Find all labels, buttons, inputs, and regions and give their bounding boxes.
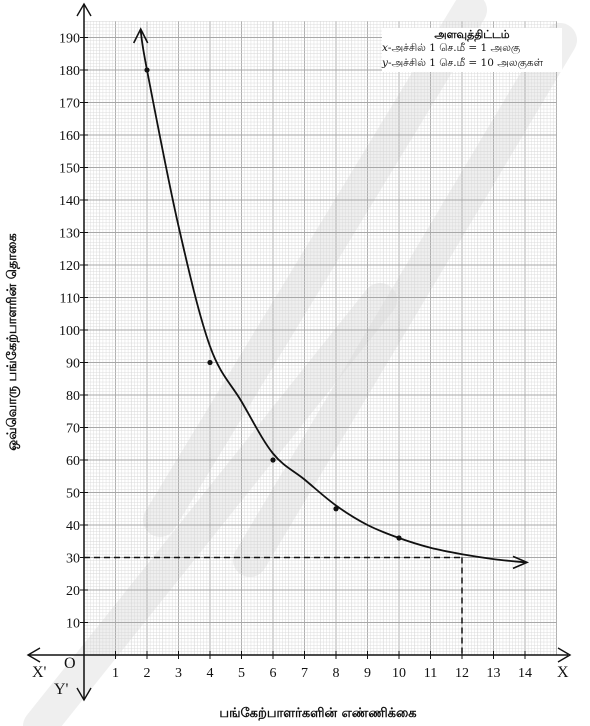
y-tick-label: 120 (59, 259, 80, 274)
grid (83, 20, 557, 656)
x-tick-label: 8 (333, 666, 340, 681)
x-tick-label: 6 (270, 666, 277, 681)
scale-legend-x: x-அச்சில் 1 செ.மீ = 1 அலகு (382, 42, 562, 55)
y-tick-label: 180 (59, 64, 80, 79)
axes (26, 2, 572, 702)
y-tick-label: 10 (66, 617, 80, 632)
x-tick-label: 7 (301, 666, 308, 681)
y-tick-label: 100 (59, 324, 80, 339)
watermark (23, 0, 577, 726)
y-tick-label: 110 (60, 292, 80, 307)
data-point (144, 67, 150, 73)
x-tick-label: 14 (518, 666, 532, 681)
scale-legend-x-text: -அச்சில் 1 செ.மீ = 1 அலகு (387, 42, 521, 54)
x-tick-label: 4 (207, 666, 214, 681)
x-tick-label: 13 (487, 666, 501, 681)
y-tick-label: 140 (59, 194, 80, 209)
y-tick-label: 30 (66, 552, 80, 567)
scale-legend-x-var: x (382, 42, 388, 54)
y-axis-title: ஒவ்வொரு பங்கேற்பாளரின் தொகை (5, 233, 20, 451)
scale-legend-y: y-அச்சில் 1 செ.மீ = 10 அலகுகள் (382, 57, 562, 70)
data-point (270, 457, 276, 463)
data-point (207, 359, 213, 366)
scale-legend-y-var: y (382, 57, 388, 69)
y-neg-label: Y' (54, 681, 69, 698)
y-axis-arrow-up (76, 2, 92, 17)
series-curve (132, 27, 530, 570)
x-axis-letter: X (557, 664, 569, 681)
guide-lines (84, 556, 463, 655)
x-tick-label: 3 (175, 666, 182, 681)
origin-label: O (64, 655, 76, 672)
curve-arrow-end (512, 555, 530, 570)
x-tick-label: 1 (112, 666, 119, 681)
x-tick-label: 11 (424, 666, 437, 681)
y-tick-label: 130 (59, 227, 80, 242)
scale-legend: அளவுத்திட்டம் x-அச்சில் 1 செ.மீ = 1 அலகு… (382, 28, 562, 72)
scale-legend-y-text: -அச்சில் 1 செ.மீ = 10 அலகுகள் (387, 57, 544, 69)
x-axis-arrow-left (26, 647, 41, 663)
data-point (396, 535, 402, 541)
x-tick-label: 5 (238, 666, 245, 681)
y-tick-label: 70 (66, 422, 80, 437)
y-axis-arrow-down (76, 687, 92, 702)
x-tick-label: 2 (144, 666, 151, 681)
data-points (144, 67, 402, 541)
axis-letters: O X' Y' X பங்கேற்பாளர்களின் எண்ணிக்கை ஒவ… (5, 233, 569, 721)
data-point (333, 506, 339, 512)
series-line (139, 30, 526, 564)
y-tick-label: 90 (66, 357, 80, 372)
x-tick-label: 12 (455, 666, 469, 681)
x-axis-arrow-right (557, 647, 572, 663)
y-tick-label: 190 (59, 32, 80, 47)
x-neg-label: X' (32, 664, 47, 681)
y-tick-label: 150 (59, 162, 80, 177)
y-tick-label: 20 (66, 584, 80, 599)
x-tick-label: 9 (364, 666, 371, 681)
curve-arrow-start (132, 27, 149, 44)
y-tick-label: 80 (66, 389, 80, 404)
scale-legend-title: அளவுத்திட்டம் (434, 28, 510, 41)
y-tick-label: 60 (66, 454, 80, 469)
y-tick-label: 50 (66, 487, 80, 502)
watermark-band (233, 23, 577, 577)
y-tick-label: 170 (59, 97, 80, 112)
tick-labels: 1 2 3 4 5 6 7 8 9 10 11 12 13 14102030405060708090100… (59, 32, 532, 682)
x-axis-title: பங்கேற்பாளர்களின் எண்ணிக்கை (219, 706, 417, 721)
y-tick-label: 40 (66, 519, 80, 534)
x-tick-label: 10 (392, 666, 406, 681)
y-tick-label: 160 (59, 129, 80, 144)
